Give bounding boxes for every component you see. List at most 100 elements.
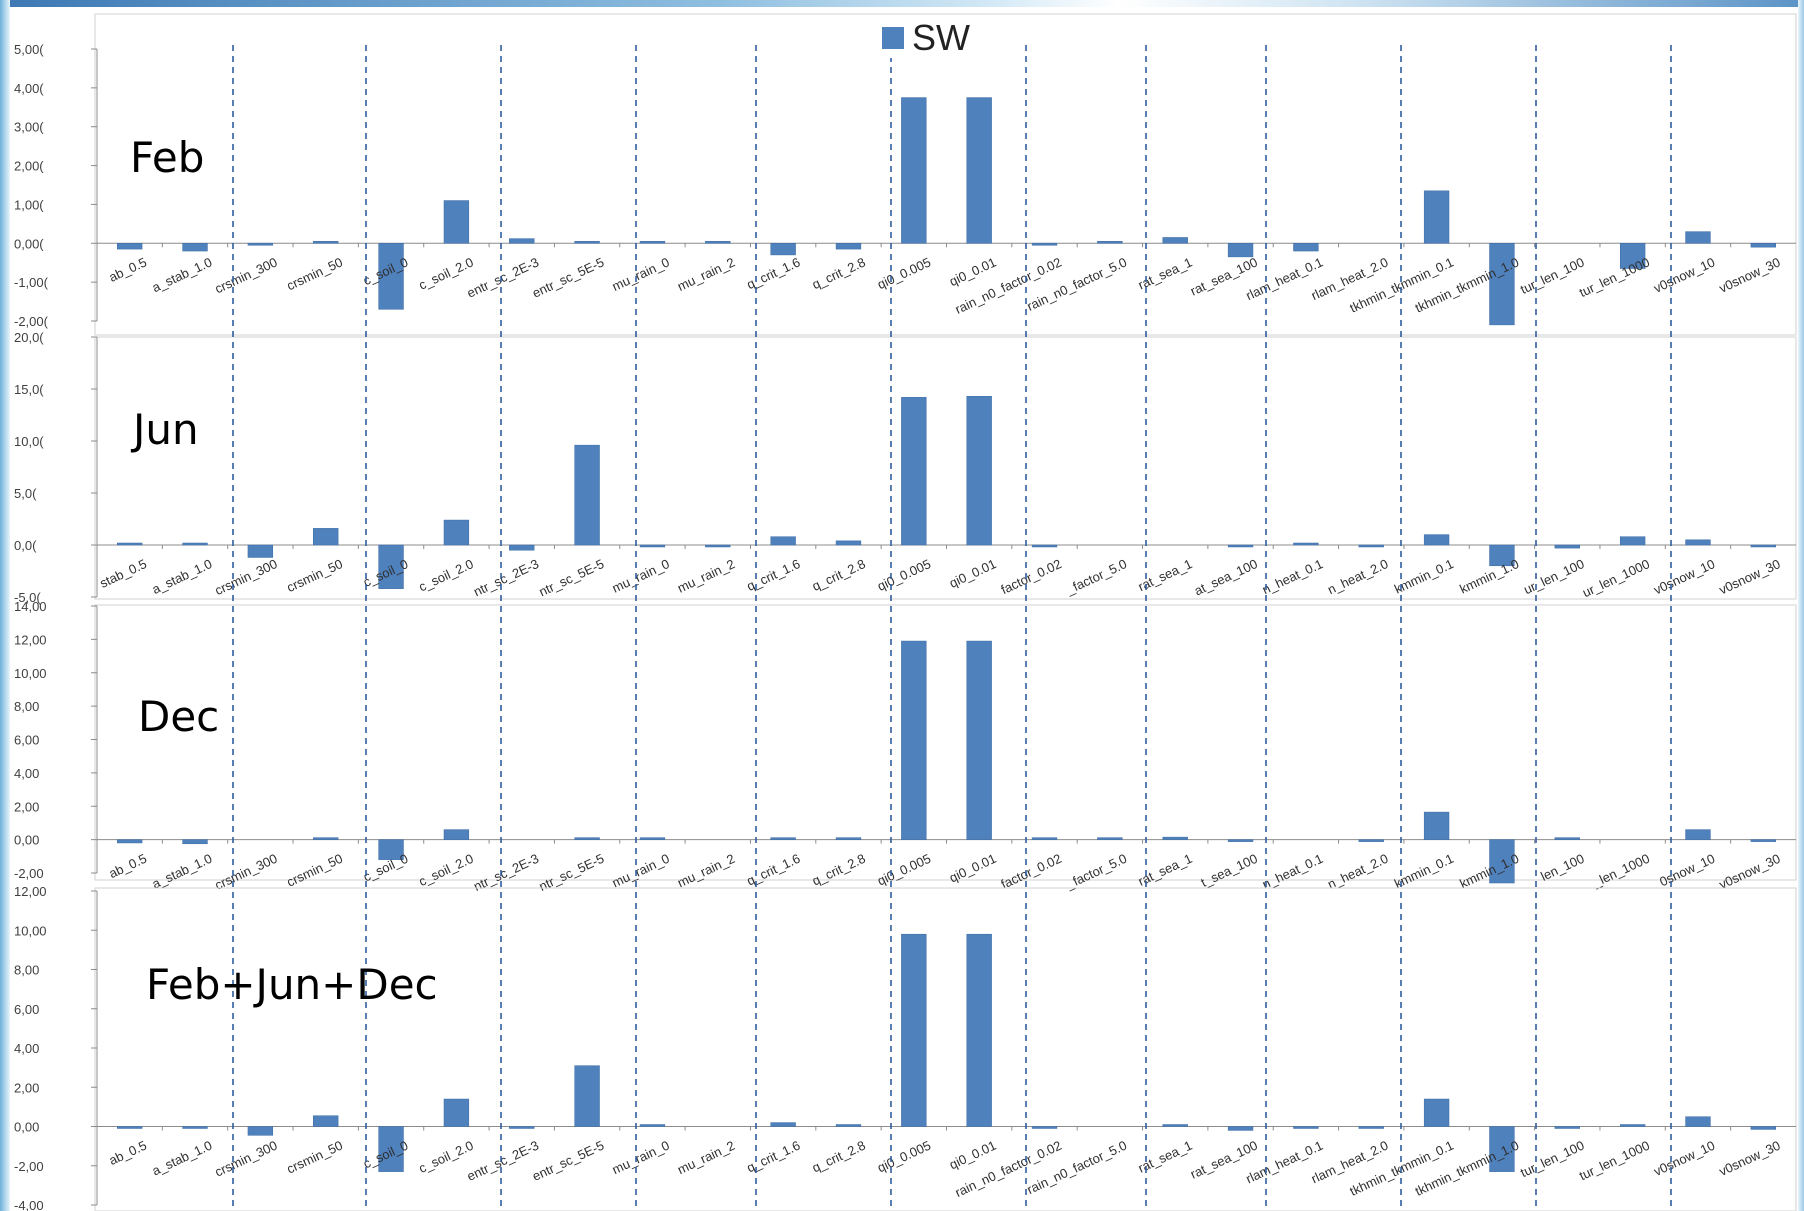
bar-mu_rain_0 xyxy=(639,241,666,244)
bar-v0snow_30 xyxy=(1750,1126,1776,1130)
bar-a_stab_0.5 xyxy=(117,1126,143,1129)
y-tick-label: 5,0( xyxy=(14,486,37,501)
x-tick-label: ab_0.5 xyxy=(107,1138,149,1168)
panel-label-combined: Feb+Jun+Dec xyxy=(146,960,438,1009)
chart-panel-2: 14,00 12,00 10,00 8,00 6,00 4,00 2,00 0,00 -2,00… xyxy=(14,599,1797,894)
panel-label-feb: Feb xyxy=(130,133,205,182)
y-tick-label: 2,00 xyxy=(14,1080,39,1095)
x-tick-label: n_heat_2.0 xyxy=(1325,851,1390,892)
y-tick-label: 0,00 xyxy=(14,833,39,848)
x-tick-label: qi0_0.005 xyxy=(875,556,933,594)
x-tick-label: c_soil_2.0 xyxy=(416,556,475,594)
slide-frame-top xyxy=(0,0,1804,7)
bar-qi0_0.005 xyxy=(901,97,927,244)
bar-tkhmin_tkmmin_0.1 xyxy=(1423,1098,1450,1127)
y-tick-label: 8,00 xyxy=(14,699,39,714)
x-tick-label: mu_rain_2 xyxy=(675,1138,737,1178)
bar-a_stab_1.0 xyxy=(182,243,208,252)
y-tick-label: 4,00( xyxy=(14,81,44,96)
x-tick-label: n_heat_0.1 xyxy=(1260,556,1325,597)
bar-tkhmin_tkmmin_1.0 xyxy=(1489,243,1515,326)
bar-rain_n0_factor_0.02 xyxy=(1031,1126,1058,1129)
x-tick-label: ntr_sc_2E-3 xyxy=(471,556,541,599)
bar-entr_sc_2E-3 xyxy=(509,544,535,551)
x-tick-label: qi0_0.01 xyxy=(947,254,999,289)
x-tick-label: crsmin_300 xyxy=(212,1138,279,1180)
x-tick-label: qi0_0.01 xyxy=(947,1138,999,1173)
bar-tur_len_100 xyxy=(1554,1126,1580,1129)
bar-tkhmin_tkmmin_0.1 xyxy=(1423,190,1450,244)
y-tick-label: -5,0( xyxy=(14,590,41,605)
x-tick-label: tur_len_1000 xyxy=(1577,254,1652,300)
x-tick-label: _factor_5.0 xyxy=(1063,851,1129,893)
bar-c_soil_0 xyxy=(378,1126,404,1172)
x-tick-label: rat_sea_1 xyxy=(1136,851,1195,889)
x-tick-label: mu_rain_2 xyxy=(675,254,737,294)
x-tick-label: entr_sc_5E-5 xyxy=(530,1138,606,1184)
bar-v0snow_10 xyxy=(1685,1116,1711,1127)
bar-q_crit_1.6 xyxy=(770,837,796,840)
y-tick-label: 6,00 xyxy=(14,733,39,748)
bar-tur_len_1000 xyxy=(1619,536,1646,546)
bar-entr_sc_5E-5 xyxy=(574,241,600,244)
y-tick-label: 0,0( xyxy=(14,538,37,553)
bar-rlam_heat_2.0 xyxy=(1358,839,1384,842)
bar-tur_len_100 xyxy=(1554,544,1580,549)
bar-entr_sc_2E-3 xyxy=(509,238,535,244)
y-tick-label: 10,00 xyxy=(14,923,47,938)
legend-swatch xyxy=(882,27,904,49)
panel-border xyxy=(94,336,1797,600)
bar-a_stab_0.5 xyxy=(117,243,143,250)
x-tick-label: qi0_0.01 xyxy=(947,556,999,591)
chart-panel-3: 12,00 10,00 8,00 6,00 4,00 2,00 0,00 -2,00 -4,00… xyxy=(14,884,1797,1211)
x-tick-label: _factor_5.0 xyxy=(1063,556,1129,598)
bar-q_crit_2.8 xyxy=(835,540,862,546)
bar-qi0_0.01 xyxy=(966,396,992,546)
bar-crsmin_50 xyxy=(313,1115,339,1127)
bar-crsmin_50 xyxy=(313,528,339,546)
bar-qi0_0.01 xyxy=(966,933,992,1127)
x-tick-label: a_stab_1.0 xyxy=(150,556,215,597)
x-tick-label: q_crit_2.8 xyxy=(810,851,868,889)
x-tick-label: mu_rain_0 xyxy=(610,1138,672,1178)
bar-rat_sea_100 xyxy=(1227,1126,1254,1131)
x-tick-label: v0snow_30 xyxy=(1717,556,1783,597)
bar-tur_len_1000 xyxy=(1619,243,1646,269)
bar-entr_sc_5E-5 xyxy=(574,1065,600,1127)
bar-v0snow_30 xyxy=(1750,243,1776,248)
x-tick-label: ab_0.5 xyxy=(107,851,149,881)
y-tick-label: 12,00 xyxy=(14,884,47,899)
bar-entr_sc_5E-5 xyxy=(574,444,600,546)
bar-mu_rain_2 xyxy=(705,241,731,244)
y-tick-label: 14,00 xyxy=(14,599,47,614)
bar-rlam_heat_0.1 xyxy=(1293,243,1319,252)
bar-a_stab_0.5 xyxy=(117,839,143,844)
bar-rat_sea_100 xyxy=(1227,839,1254,842)
bar-c_soil_0 xyxy=(378,544,404,589)
x-tick-label: q_crit_2.8 xyxy=(810,254,868,292)
bar-tkhmin_tkmmin_1.0 xyxy=(1489,839,1515,884)
bar-q_crit_2.8 xyxy=(835,1124,862,1127)
x-tick-label: q_crit_1.6 xyxy=(744,254,802,292)
x-tick-label: len_100 xyxy=(1538,851,1586,884)
bar-rain_n0_factor_0.02 xyxy=(1031,837,1058,840)
x-tick-label: _len_1000 xyxy=(1590,851,1652,891)
x-tick-label: a_stab_1.0 xyxy=(150,851,215,892)
bar-c_soil_2.0 xyxy=(443,200,470,244)
x-tick-label: crsmin_300 xyxy=(212,254,279,296)
panel-border xyxy=(94,13,1797,336)
bar-a_stab_1.0 xyxy=(182,1126,208,1129)
panel-label-dec: Dec xyxy=(138,692,220,741)
bar-rlam_heat_2.0 xyxy=(1358,544,1384,548)
bar-tur_len_1000 xyxy=(1619,1124,1646,1127)
bar-q_crit_2.8 xyxy=(835,837,862,840)
x-tick-label: v0snow_10 xyxy=(1651,556,1717,597)
chart-panel-1: 20,0(15,0(10,0(5,0(0,0(-5,0(stab_0.5 a_st… xyxy=(14,330,1797,605)
bar-crsmin_50 xyxy=(313,241,339,244)
bar-v0snow_10 xyxy=(1685,829,1711,840)
bar-rain_n0_factor_0.02 xyxy=(1031,243,1058,246)
bar-mu_rain_0 xyxy=(639,544,666,548)
x-tick-label: rat_sea_1 xyxy=(1136,254,1195,292)
bar-tkhmin_tkmmin_1.0 xyxy=(1489,1126,1515,1172)
y-tick-label: 4,00 xyxy=(14,766,39,781)
